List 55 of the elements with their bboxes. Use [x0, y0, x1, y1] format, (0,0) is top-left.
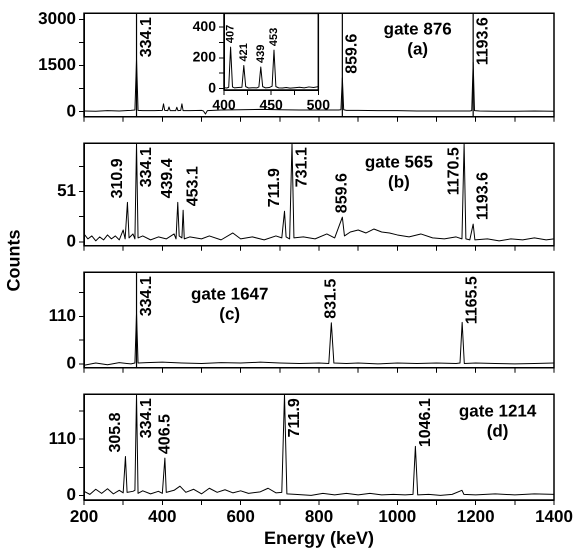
annotation: 453.1 — [184, 166, 202, 206]
x-axis-title: Energy (keV) — [264, 528, 374, 548]
annotation: 1170.5 — [446, 147, 463, 196]
text: (d) — [486, 421, 508, 440]
x-tick-label: 1200 — [456, 506, 495, 526]
chart-title: gate 876 — [384, 19, 452, 38]
annotation: 731.1 — [293, 147, 310, 188]
y-tick-label: 3000 — [38, 9, 76, 28]
y-tick-label: 200 — [192, 48, 216, 65]
annotation: 305.8 — [106, 412, 124, 453]
annotation: 711.9 — [286, 398, 303, 438]
annotation: 439 — [254, 44, 267, 64]
text: gate 1647 — [190, 284, 268, 304]
annotation: 1046.1 — [416, 398, 434, 448]
annotation: 859.6 — [344, 34, 361, 74]
annotation: 334.1 — [138, 276, 155, 316]
annotation: 831.5 — [322, 278, 340, 319]
x-tick-label: 450 — [259, 96, 284, 112]
text: gate 565 — [364, 152, 433, 172]
annotation: 406.5 — [156, 414, 174, 454]
annotation: 334.1 — [138, 17, 155, 58]
x-tick-label: 500 — [306, 96, 330, 112]
y-tick-label: 1500 — [38, 55, 76, 74]
x-tick-label: 1000 — [378, 506, 416, 526]
text: (c) — [219, 304, 240, 324]
annotation: 453 — [268, 28, 280, 46]
y-tick-label: 400 — [192, 18, 216, 34]
text: (a) — [407, 39, 428, 58]
y-axis-title: Counts — [4, 229, 24, 291]
text: gate 1214 — [458, 401, 537, 420]
x-tick-label: 1400 — [535, 506, 573, 526]
x-tick-label: 400 — [212, 96, 236, 112]
y-tick-label: 0 — [66, 101, 76, 120]
text: (b) — [388, 172, 410, 192]
y-tick-label: 0 — [66, 485, 76, 504]
y-tick-label: 0 — [208, 79, 216, 96]
annotation: 421 — [238, 43, 250, 62]
y-tick-label: 51 — [57, 181, 76, 200]
annotation: 407 — [224, 24, 237, 44]
annotation: 1193.6 — [474, 17, 492, 66]
annotation: 334.1 — [138, 398, 155, 438]
annotation: 1193.6 — [474, 172, 492, 220]
x-tick-label: 800 — [304, 506, 334, 526]
annotation: 711.9 — [266, 168, 283, 208]
annotation: 1165.5 — [464, 276, 481, 324]
annotation: 859.6 — [334, 173, 351, 214]
x-tick-label: 600 — [226, 506, 255, 526]
annotation: 310.9 — [108, 158, 126, 198]
y-tick-label: 110 — [48, 428, 76, 448]
annotation: 439.4 — [159, 158, 176, 198]
y-tick-label: 0 — [66, 232, 76, 251]
y-tick-label: 0 — [66, 354, 76, 373]
y-tick-label: 110 — [48, 306, 76, 326]
annotation: 334.1 — [138, 147, 155, 188]
x-tick-label: 400 — [148, 506, 177, 526]
